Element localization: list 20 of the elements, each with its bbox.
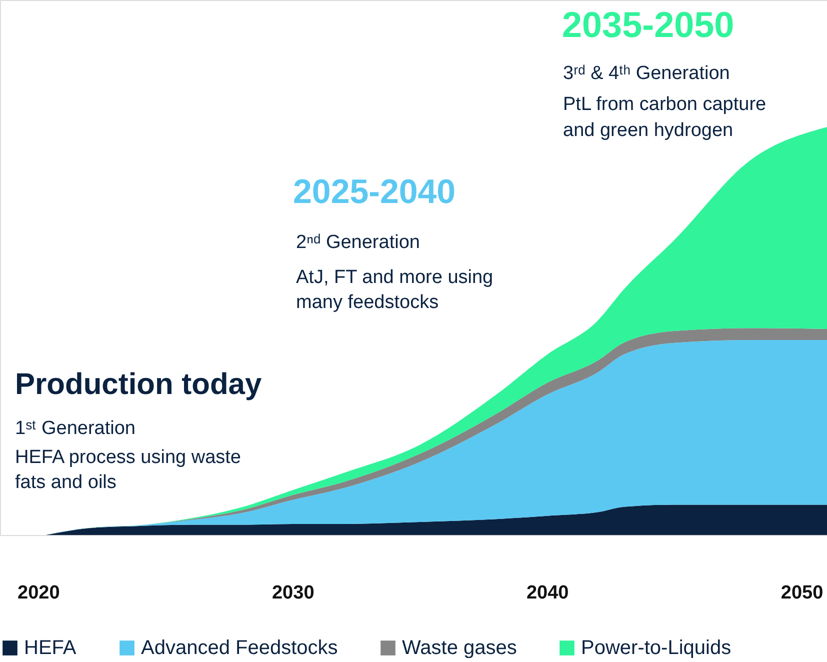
- annotation: HEFA process using waste: [15, 447, 241, 468]
- legend-label: Power-to-Liquids: [581, 637, 732, 659]
- annotation: fats and oils: [15, 472, 116, 493]
- x-tick-label: 2050: [780, 582, 824, 604]
- x-tick-label: 2030: [272, 582, 314, 604]
- annotation: 1ˢᵗ Generation: [15, 418, 136, 439]
- annotation: 2ⁿᵈ Generation: [296, 232, 420, 253]
- text: 2035-2050: [562, 4, 734, 45]
- annotation: many feedstocks: [296, 292, 439, 313]
- text: 3ʳᵈ & 4ᵗʰ Generation: [563, 63, 730, 84]
- x-tick-label: 2040: [526, 582, 569, 604]
- annotation: Production today: [15, 368, 262, 401]
- legend-label: HEFA: [24, 637, 77, 659]
- text: PtL from carbon capture: [563, 94, 766, 115]
- legend-label: Waste gases: [402, 637, 517, 659]
- annotation: AtJ, FT and more using: [296, 267, 494, 288]
- annotation: 2025-2040: [293, 173, 456, 211]
- annotation: and green hydrogen: [563, 120, 734, 141]
- legend-label: Advanced Feedstocks: [141, 637, 338, 659]
- x-tick-label: 2020: [18, 582, 60, 604]
